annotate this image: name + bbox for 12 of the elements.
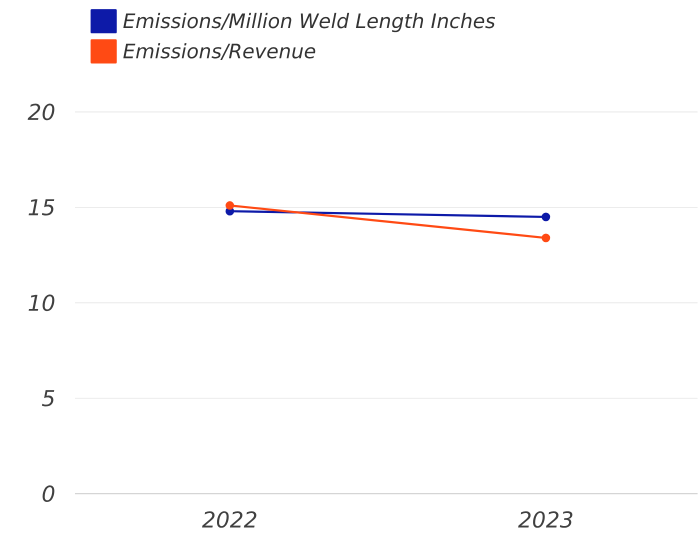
x-tick-label: 2022 bbox=[202, 511, 256, 528]
legend-label: Emissions/Million Weld Length Inches bbox=[123, 13, 496, 32]
y-tick-label: 0 bbox=[42, 486, 54, 502]
legend-label: Emissions/Revenue bbox=[123, 43, 316, 60]
point bbox=[542, 212, 550, 222]
point bbox=[542, 234, 550, 242]
y-tick-label: 10 bbox=[28, 294, 54, 312]
y-tick-label: 5 bbox=[42, 390, 54, 407]
point bbox=[226, 201, 234, 210]
y-tick-label: 15 bbox=[28, 199, 54, 216]
x-tick-label: 2023 bbox=[518, 511, 572, 528]
y-tick-label: 20 bbox=[28, 104, 54, 120]
